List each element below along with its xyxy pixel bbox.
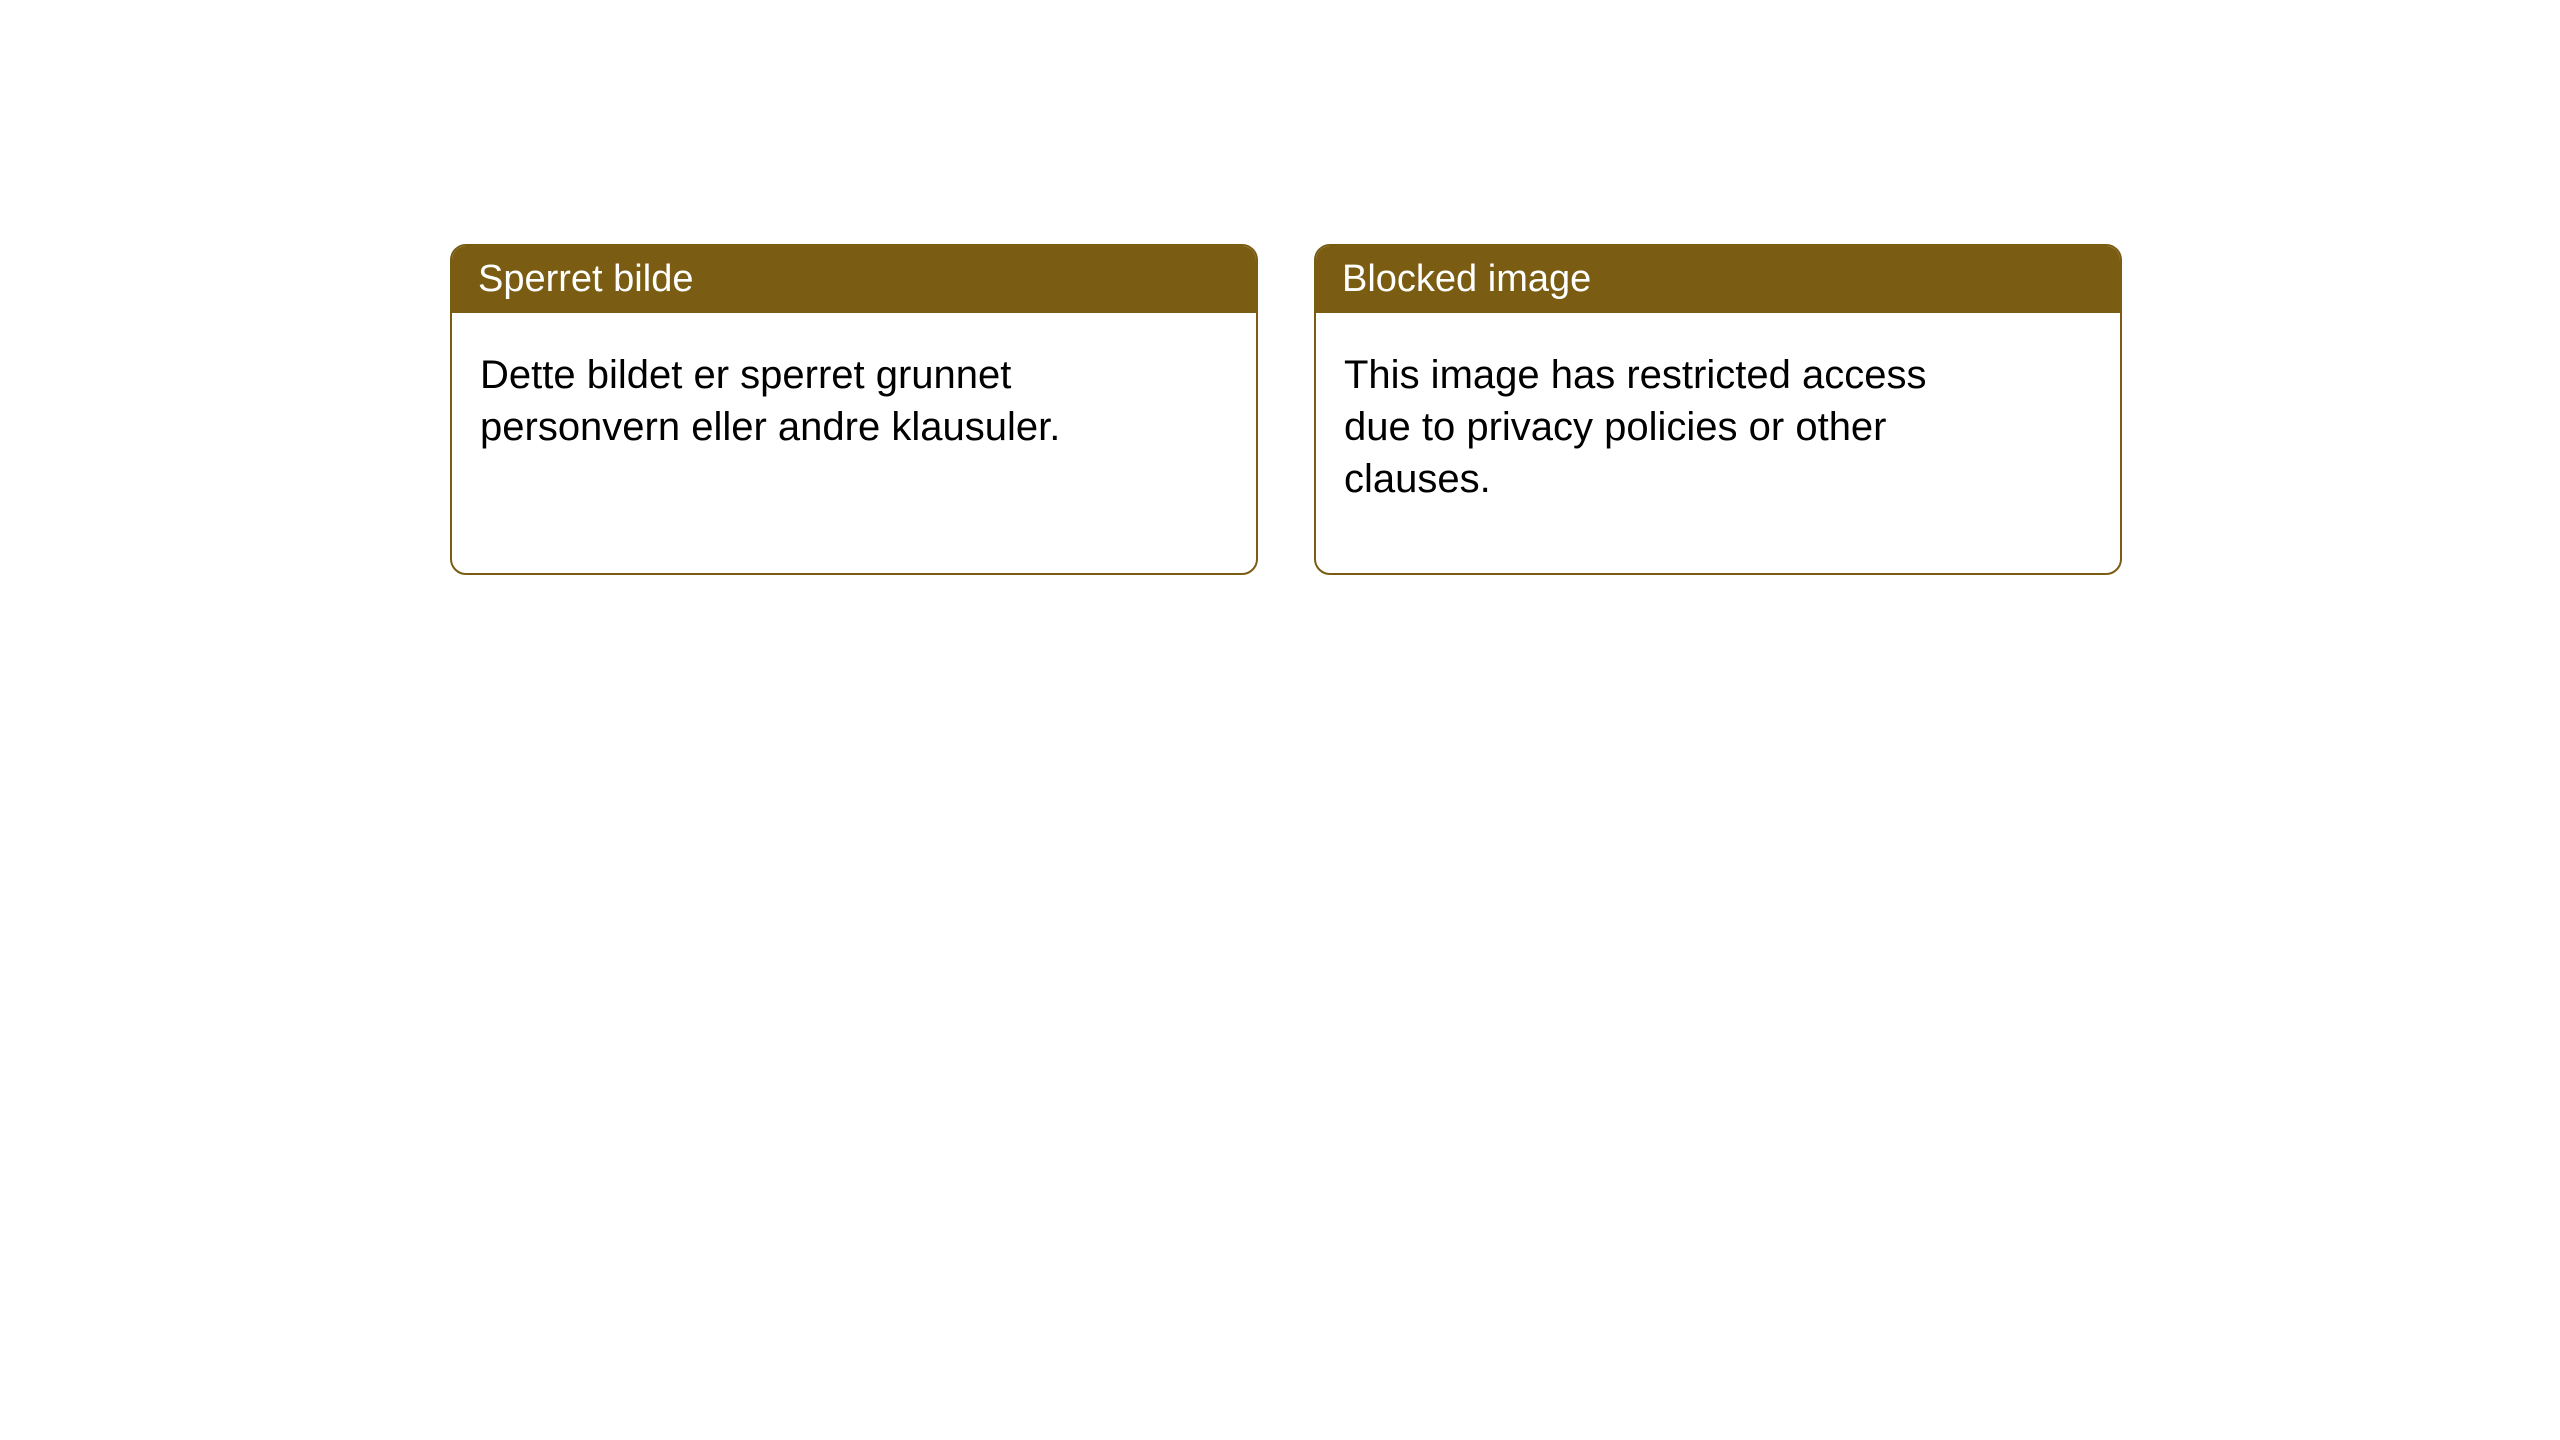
notice-box-english: Blocked image This image has restricted … [1314,244,2122,575]
notice-text: Dette bildet er sperret grunnet personve… [480,349,1130,453]
notice-text: This image has restricted access due to … [1344,349,1994,505]
notice-title: Blocked image [1342,258,1591,300]
notice-body: Dette bildet er sperret grunnet personve… [452,313,1256,573]
notice-header: Sperret bilde [452,246,1256,313]
notice-container: Sperret bilde Dette bildet er sperret gr… [0,0,2560,575]
notice-box-norwegian: Sperret bilde Dette bildet er sperret gr… [450,244,1258,575]
notice-header: Blocked image [1316,246,2120,313]
notice-title: Sperret bilde [478,258,693,300]
notice-body: This image has restricted access due to … [1316,313,2120,573]
